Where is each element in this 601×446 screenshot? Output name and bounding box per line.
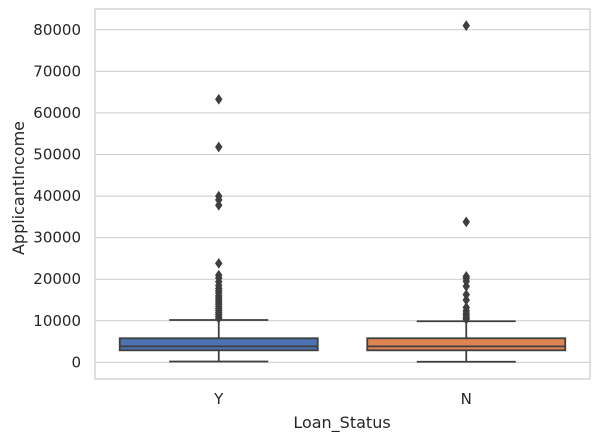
plot-frame [94,8,591,380]
outlier-point [462,216,470,228]
y-tick-label: 50000 [33,146,81,164]
outlier-point [215,312,223,324]
outlier-point [215,199,223,211]
outlier-point [462,20,470,31]
outlier-point [215,141,223,153]
plot-border [94,8,591,380]
boxes [118,20,567,363]
gridlines [95,29,590,363]
y-tick-label: 80000 [33,21,81,39]
outlier-point [215,258,223,269]
y-tick-label: 40000 [33,187,81,205]
box-N [366,337,567,352]
outlier-point [462,313,470,325]
outlier-point [215,93,223,105]
y-tick-label: 70000 [33,62,81,80]
y-tick-labels: 0 10000 20000 30000 40000 50000 60000 70000 8000… [33,21,81,372]
y-axis-label: ApplicantIncome [9,121,28,255]
x-tick-label: N [461,390,472,408]
y-tick-label: 60000 [33,104,81,122]
box-Y [118,337,319,352]
y-tick-label: 10000 [33,312,81,330]
y-tick-label: 20000 [33,270,81,288]
x-axis-label: Loan_Status [293,413,390,433]
x-tick-label: Y [213,390,224,408]
y-tick-label: 0 [71,353,81,371]
y-tick-label: 30000 [33,229,81,247]
